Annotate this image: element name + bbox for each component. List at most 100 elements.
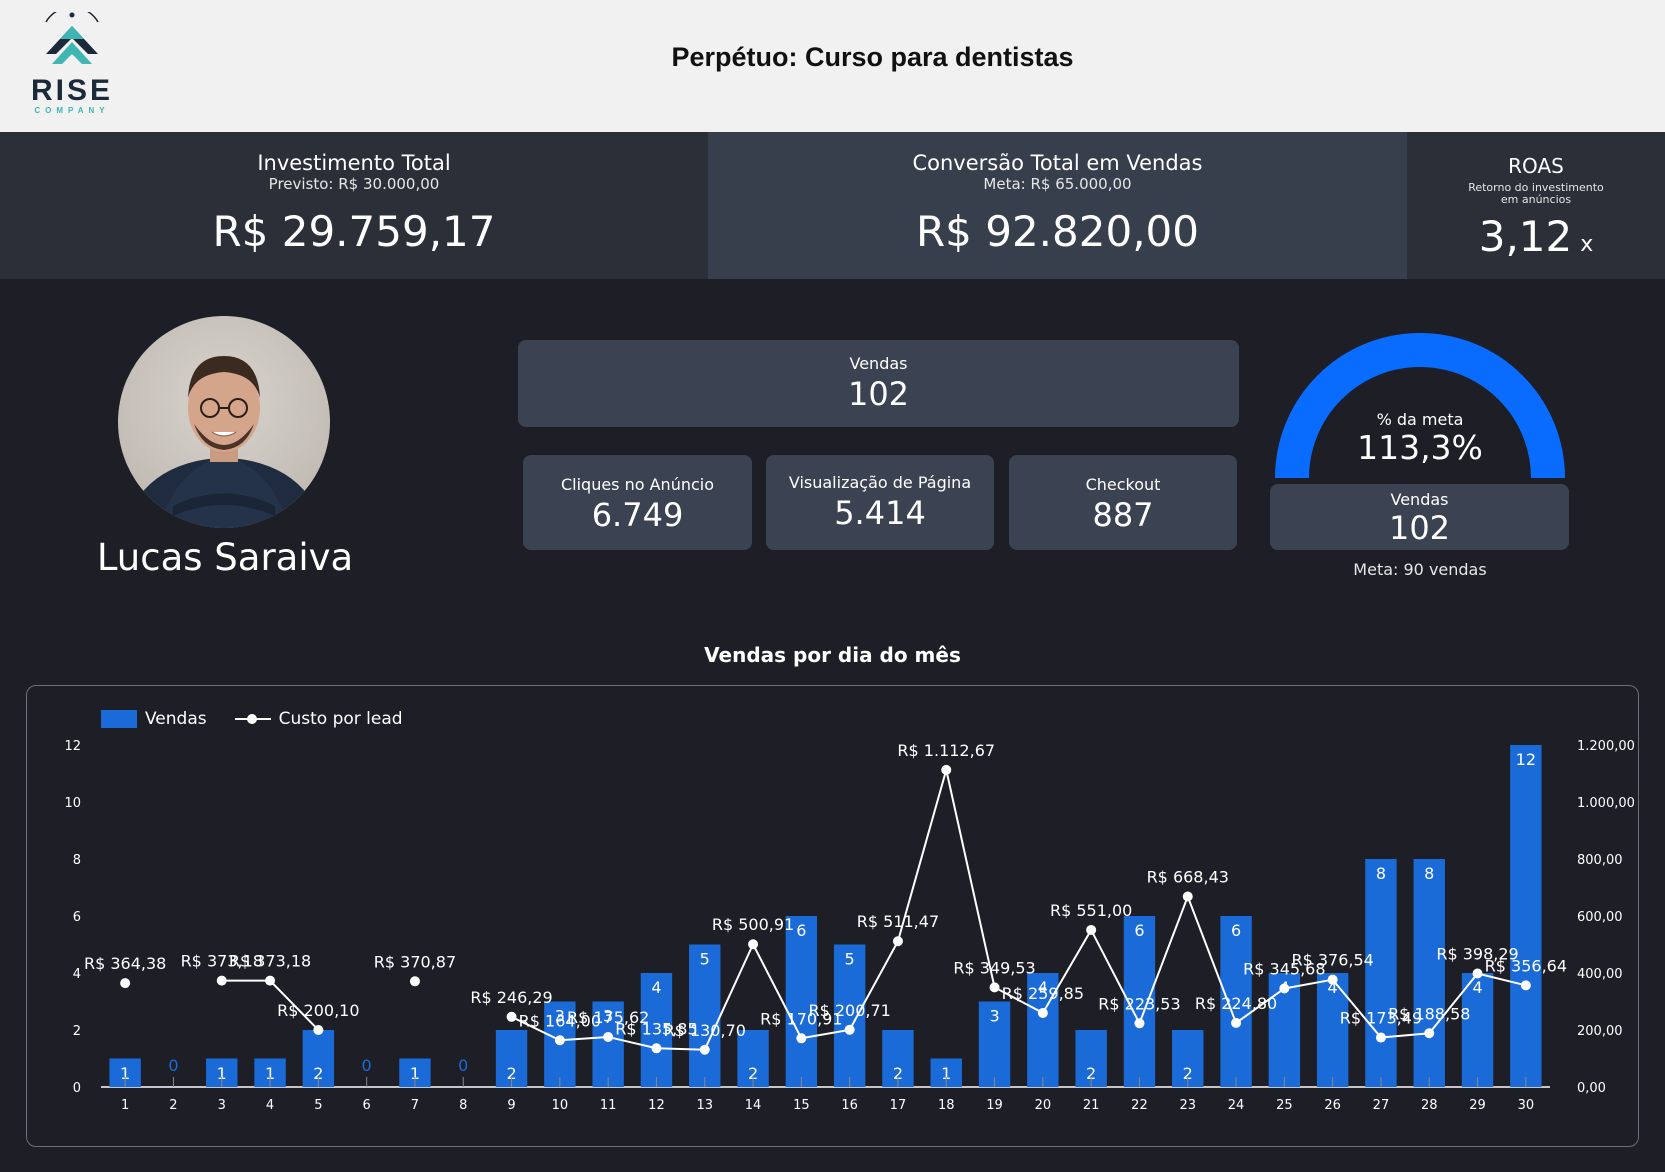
x-tick-label: 7 xyxy=(411,1098,419,1113)
person-photo xyxy=(129,356,319,528)
cost-point xyxy=(120,978,131,989)
cost-point xyxy=(1231,1017,1242,1028)
person-name: Lucas Saraiva xyxy=(96,536,354,579)
y-left-tick: 4 xyxy=(73,967,81,982)
bar xyxy=(978,1001,1011,1087)
roas-value: 3,12 xyxy=(1478,212,1573,261)
kpi-sub: Meta: R$ 65.000,00 xyxy=(983,175,1132,193)
bar-label: 4 xyxy=(651,978,661,997)
x-tick-label: 29 xyxy=(1469,1098,1486,1113)
bar xyxy=(833,944,866,1087)
y-right-tick: 1.000,00 xyxy=(1577,796,1635,811)
rise-logo: RISE COMPANY xyxy=(26,6,118,116)
cost-label: R$ 173,49 xyxy=(1340,1009,1422,1028)
kpi-value: R$ 92.820,00 xyxy=(915,207,1199,256)
cost-label: R$ 551,00 xyxy=(1050,901,1132,920)
x-tick-label: 2 xyxy=(169,1098,177,1113)
y-left-tick: 8 xyxy=(73,853,81,868)
bar-label: 6 xyxy=(1231,921,1241,940)
cost-label: R$ 175,62 xyxy=(567,1008,649,1027)
cost-point xyxy=(892,936,903,947)
cost-point xyxy=(651,1043,662,1054)
y-right-tick: 400,00 xyxy=(1577,967,1623,982)
card-label: Visualização de Página xyxy=(788,473,972,492)
kpi-conversao: Conversão Total em Vendas Meta: R$ 65.00… xyxy=(708,132,1407,279)
x-tick-label: 15 xyxy=(793,1098,810,1113)
y-left-tick: 12 xyxy=(64,739,81,754)
bar xyxy=(1365,859,1397,1087)
card-visualizacao: Visualização de Página 5.414 xyxy=(766,455,994,550)
cost-label: R$ 349,53 xyxy=(953,958,1035,977)
sales-chart: 0246810120,00200,00400,00600,00800,001.0… xyxy=(64,739,1635,1113)
avatar xyxy=(118,316,330,528)
cost-label: R$ 170,91 xyxy=(760,1009,842,1028)
bar-label: 1 xyxy=(120,1064,130,1083)
page-title: Perpétuo: Curso para dentistas xyxy=(671,42,1074,72)
y-right-tick: 0,00 xyxy=(1577,1081,1606,1096)
bar xyxy=(592,1001,624,1087)
legend-swatch-custo xyxy=(234,711,271,727)
card-value: 102 xyxy=(1388,509,1451,547)
cost-label: R$ 1.112,67 xyxy=(897,741,995,760)
bar xyxy=(640,973,673,1087)
cost-point xyxy=(1134,1018,1145,1029)
cost-label: R$ 373,18 xyxy=(229,952,311,971)
cost-label: R$ 500,91 xyxy=(712,915,794,934)
bar xyxy=(689,944,721,1087)
x-tick-label: 5 xyxy=(314,1098,322,1113)
cost-label: R$ 223,53 xyxy=(1098,994,1180,1013)
legend-label-vendas: Vendas xyxy=(145,709,207,729)
cost-point xyxy=(796,1033,807,1044)
x-tick-label: 22 xyxy=(1131,1098,1148,1113)
card-label: Vendas xyxy=(1390,490,1449,509)
bar xyxy=(1413,859,1445,1087)
bar-label: 3 xyxy=(555,1007,565,1026)
kpi-roas: ROAS Retorno do investimento em anúncios… xyxy=(1407,132,1665,279)
x-tick-label: 13 xyxy=(696,1098,713,1113)
x-tick-label: 25 xyxy=(1276,1098,1293,1113)
y-right-tick: 600,00 xyxy=(1577,910,1623,925)
bar-label: 2 xyxy=(506,1064,516,1083)
cost-label: R$ 130,70 xyxy=(664,1021,746,1040)
x-tick-label: 11 xyxy=(600,1098,617,1113)
kpi-sub: Previsto: R$ 30.000,00 xyxy=(268,175,440,193)
cost-point xyxy=(1375,1032,1386,1043)
cost-point xyxy=(506,1011,517,1022)
x-tick-label: 24 xyxy=(1228,1098,1245,1113)
bar xyxy=(1027,973,1059,1087)
card-vendas: Vendas 102 xyxy=(518,340,1239,427)
card-value: 5.414 xyxy=(834,494,926,532)
cost-label: R$ 246,29 xyxy=(470,988,552,1007)
cost-point xyxy=(313,1024,324,1035)
cost-point xyxy=(1086,924,1097,935)
gauge-value: 113,3% xyxy=(1357,428,1483,467)
x-tick-label: 21 xyxy=(1083,1098,1100,1113)
card-label: Cliques no Anúncio xyxy=(560,475,715,494)
legend-swatch-vendas xyxy=(101,710,137,728)
bar-label: 1 xyxy=(265,1064,275,1083)
y-right-tick: 800,00 xyxy=(1577,853,1623,868)
gauge-label: % da meta xyxy=(1376,410,1464,429)
card-label: Checkout xyxy=(1085,475,1161,494)
bar-label: 0 xyxy=(168,1056,178,1075)
cost-label: R$ 200,10 xyxy=(277,1001,359,1020)
x-tick-label: 3 xyxy=(218,1098,226,1113)
cost-point xyxy=(265,975,276,986)
y-left-tick: 10 xyxy=(64,796,81,811)
y-right-tick: 200,00 xyxy=(1577,1024,1623,1039)
logo-text: RISE xyxy=(30,74,114,107)
bar-label: 0 xyxy=(362,1056,372,1075)
bar-label: 3 xyxy=(989,1007,999,1026)
card-value: 887 xyxy=(1092,496,1154,534)
x-tick-label: 9 xyxy=(507,1098,515,1113)
chart-legend: Vendas Custo por lead xyxy=(101,707,403,731)
cost-point xyxy=(1279,983,1290,994)
cost-point xyxy=(844,1024,855,1035)
bar-label: 2 xyxy=(313,1064,323,1083)
kpi-sub: Retorno do investimento em anúncios xyxy=(1468,181,1604,206)
cost-point xyxy=(1182,891,1193,902)
x-tick-label: 19 xyxy=(986,1098,1003,1113)
cost-label: R$ 370,87 xyxy=(374,952,456,971)
y-left-tick: 0 xyxy=(73,1081,81,1096)
bar-label: 5 xyxy=(845,950,855,969)
